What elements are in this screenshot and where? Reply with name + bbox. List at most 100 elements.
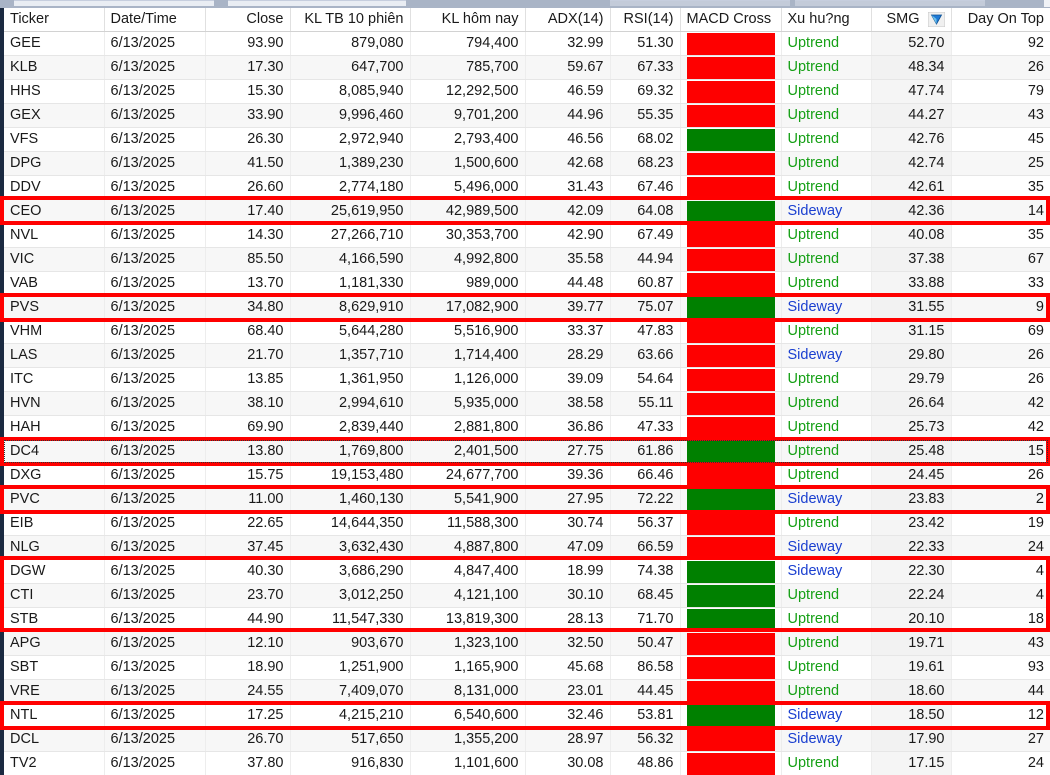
cell-rsi[interactable]: 54.64 <box>610 367 681 392</box>
cell-macd-cross[interactable] <box>680 295 782 320</box>
cell-rsi[interactable]: 68.23 <box>610 151 681 176</box>
cell-rsi[interactable]: 56.32 <box>610 727 681 752</box>
cell-kltb10[interactable]: 3,012,250 <box>290 583 411 608</box>
cell-ticker[interactable]: HAH <box>4 415 105 440</box>
table-row[interactable]: VFS 6/13/2025 26.30 2,972,940 2,793,400 46.56… <box>4 127 1050 152</box>
cell-dayontop[interactable]: 4 <box>951 583 1050 608</box>
sort-descending-icon[interactable] <box>927 11 945 27</box>
cell-xuhuong[interactable]: Uptrend <box>781 175 872 200</box>
cell-adx[interactable]: 30.08 <box>525 751 611 775</box>
cell-dayontop[interactable]: 93 <box>951 655 1050 680</box>
cell-adx[interactable]: 28.97 <box>525 727 611 752</box>
cell-dayontop[interactable]: 26 <box>951 463 1050 488</box>
cell-close[interactable]: 26.60 <box>205 175 291 200</box>
cell-close[interactable]: 26.30 <box>205 127 291 152</box>
cell-ticker[interactable]: NLG <box>4 535 105 560</box>
cell-smg[interactable]: 26.64 <box>871 391 952 416</box>
cell-dayontop[interactable]: 24 <box>951 751 1050 775</box>
cell-ticker[interactable]: KLB <box>4 55 105 80</box>
cell-datetime[interactable]: 6/13/2025 <box>104 55 206 80</box>
cell-xuhuong[interactable]: Uptrend <box>781 463 872 488</box>
cell-smg[interactable]: 25.48 <box>871 439 952 464</box>
cell-xuhuong[interactable]: Sideway <box>781 343 872 368</box>
cell-smg[interactable]: 29.80 <box>871 343 952 368</box>
table-row[interactable]: VRE 6/13/2025 24.55 7,409,070 8,131,000 23.01… <box>4 679 1050 704</box>
cell-close[interactable]: 44.90 <box>205 607 291 632</box>
cell-rsi[interactable]: 50.47 <box>610 631 681 656</box>
cell-rsi[interactable]: 74.38 <box>610 559 681 584</box>
table-row[interactable]: CEO 6/13/2025 17.40 25,619,950 42,989,500 42.… <box>4 199 1050 224</box>
cell-dayontop[interactable]: 67 <box>951 247 1050 272</box>
cell-kltb10[interactable]: 2,774,180 <box>290 175 411 200</box>
cell-klhomnay[interactable]: 24,677,700 <box>410 463 526 488</box>
cell-close[interactable]: 15.30 <box>205 79 291 104</box>
table-row[interactable]: VAB 6/13/2025 13.70 1,181,330 989,000 44.48 60… <box>4 271 1050 296</box>
cell-klhomnay[interactable]: 6,540,600 <box>410 703 526 728</box>
cell-macd-cross[interactable] <box>680 559 782 584</box>
cell-klhomnay[interactable]: 11,588,300 <box>410 511 526 536</box>
cell-rsi[interactable]: 68.02 <box>610 127 681 152</box>
cell-close[interactable]: 26.70 <box>205 727 291 752</box>
cell-kltb10[interactable]: 2,839,440 <box>290 415 411 440</box>
cell-kltb10[interactable]: 3,632,430 <box>290 535 411 560</box>
cell-datetime[interactable]: 6/13/2025 <box>104 319 206 344</box>
cell-klhomnay[interactable]: 13,819,300 <box>410 607 526 632</box>
cell-smg[interactable]: 17.90 <box>871 727 952 752</box>
cell-klhomnay[interactable]: 1,101,600 <box>410 751 526 775</box>
table-row[interactable]: LAS 6/13/2025 21.70 1,357,710 1,714,400 28.29… <box>4 343 1050 368</box>
cell-adx[interactable]: 32.46 <box>525 703 611 728</box>
table-row[interactable]: APG 6/13/2025 12.10 903,670 1,323,100 32.50 50… <box>4 631 1050 656</box>
cell-klhomnay[interactable]: 4,992,800 <box>410 247 526 272</box>
cell-datetime[interactable]: 6/13/2025 <box>104 199 206 224</box>
cell-klhomnay[interactable]: 794,400 <box>410 31 526 56</box>
cell-xuhuong[interactable]: Uptrend <box>781 79 872 104</box>
cell-macd-cross[interactable] <box>680 55 782 80</box>
cell-klhomnay[interactable]: 42,989,500 <box>410 199 526 224</box>
cell-close[interactable]: 93.90 <box>205 31 291 56</box>
cell-smg[interactable]: 37.38 <box>871 247 952 272</box>
table-row[interactable]: HVN 6/13/2025 38.10 2,994,610 5,935,000 38.58… <box>4 391 1050 416</box>
cell-adx[interactable]: 44.96 <box>525 103 611 128</box>
cell-kltb10[interactable]: 916,830 <box>290 751 411 775</box>
column-header-rsi[interactable]: RSI(14) <box>610 8 681 32</box>
cell-klhomnay[interactable]: 9,701,200 <box>410 103 526 128</box>
table-row[interactable]: ITC 6/13/2025 13.85 1,361,950 1,126,000 39.09… <box>4 367 1050 392</box>
cell-dayontop[interactable]: 26 <box>951 367 1050 392</box>
table-row[interactable]: NVL 6/13/2025 14.30 27,266,710 30,353,700 42.… <box>4 223 1050 248</box>
cell-datetime[interactable]: 6/13/2025 <box>104 487 206 512</box>
table-row[interactable]: DGW 6/13/2025 40.30 3,686,290 4,847,400 18.99… <box>4 559 1050 584</box>
cell-xuhuong[interactable]: Uptrend <box>781 607 872 632</box>
cell-smg[interactable]: 22.30 <box>871 559 952 584</box>
column-header-smg[interactable]: SMG <box>871 8 952 32</box>
cell-xuhuong[interactable]: Sideway <box>781 559 872 584</box>
cell-rsi[interactable]: 55.11 <box>610 391 681 416</box>
column-header-klhomnay[interactable]: KL hôm nay <box>410 8 526 32</box>
cell-smg[interactable]: 47.74 <box>871 79 952 104</box>
cell-kltb10[interactable]: 8,085,940 <box>290 79 411 104</box>
cell-dayontop[interactable]: 79 <box>951 79 1050 104</box>
cell-klhomnay[interactable]: 4,121,100 <box>410 583 526 608</box>
cell-xuhuong[interactable]: Uptrend <box>781 511 872 536</box>
table-row[interactable]: PVS 6/13/2025 34.80 8,629,910 17,082,900 39.7… <box>4 295 1050 320</box>
cell-close[interactable]: 17.25 <box>205 703 291 728</box>
cell-klhomnay[interactable]: 2,793,400 <box>410 127 526 152</box>
cell-smg[interactable]: 31.15 <box>871 319 952 344</box>
table-row[interactable]: DC4 6/13/2025 13.80 1,769,800 2,401,500 27.75… <box>4 439 1050 464</box>
cell-smg[interactable]: 31.55 <box>871 295 952 320</box>
cell-datetime[interactable]: 6/13/2025 <box>104 175 206 200</box>
cell-datetime[interactable]: 6/13/2025 <box>104 727 206 752</box>
cell-dayontop[interactable]: 12 <box>951 703 1050 728</box>
cell-macd-cross[interactable] <box>680 103 782 128</box>
cell-ticker[interactable]: EIB <box>4 511 105 536</box>
cell-klhomnay[interactable]: 1,126,000 <box>410 367 526 392</box>
cell-kltb10[interactable]: 8,629,910 <box>290 295 411 320</box>
cell-xuhuong[interactable]: Sideway <box>781 535 872 560</box>
cell-macd-cross[interactable] <box>680 319 782 344</box>
table-row[interactable]: NTL 6/13/2025 17.25 4,215,210 6,540,600 32.46… <box>4 703 1050 728</box>
cell-xuhuong[interactable]: Uptrend <box>781 223 872 248</box>
cell-datetime[interactable]: 6/13/2025 <box>104 79 206 104</box>
table-row[interactable]: DCL 6/13/2025 26.70 517,650 1,355,200 28.97 56… <box>4 727 1050 752</box>
cell-xuhuong[interactable]: Uptrend <box>781 31 872 56</box>
cell-kltb10[interactable]: 5,644,280 <box>290 319 411 344</box>
cell-datetime[interactable]: 6/13/2025 <box>104 103 206 128</box>
